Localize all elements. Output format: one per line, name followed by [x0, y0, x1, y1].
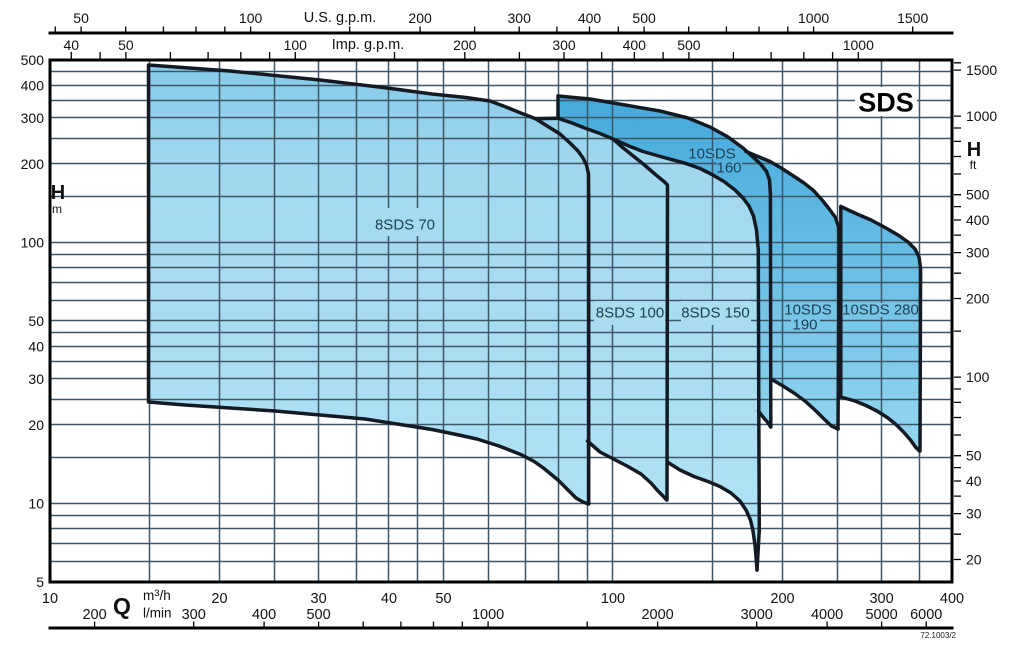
svg-text:500: 500: [677, 37, 701, 53]
svg-text:400: 400: [940, 591, 964, 607]
svg-text:20: 20: [211, 591, 227, 607]
svg-text:10: 10: [42, 591, 58, 607]
svg-text:20: 20: [28, 417, 44, 433]
svg-text:400: 400: [21, 77, 45, 93]
svg-text:Imp. g.p.m.: Imp. g.p.m.: [332, 37, 405, 53]
svg-text:H: H: [51, 182, 65, 204]
svg-text:500: 500: [21, 52, 45, 68]
svg-text:10: 10: [28, 495, 44, 511]
svg-text:40: 40: [381, 591, 397, 607]
svg-text:H: H: [967, 139, 981, 161]
svg-text:400: 400: [966, 212, 990, 228]
svg-text:5: 5: [36, 574, 44, 590]
svg-text:m: m: [52, 202, 62, 216]
svg-text:m3/h: m3/h: [143, 588, 171, 603]
svg-text:50: 50: [28, 313, 44, 329]
svg-text:300: 300: [182, 607, 206, 623]
svg-text:500: 500: [306, 607, 330, 623]
svg-text:10SDS: 10SDS: [784, 302, 832, 319]
svg-text:Q: Q: [113, 593, 131, 619]
svg-text:200: 200: [453, 37, 477, 53]
svg-text:100: 100: [239, 10, 263, 26]
svg-text:500: 500: [632, 10, 656, 26]
svg-text:50: 50: [966, 448, 982, 464]
svg-text:1500: 1500: [966, 62, 997, 78]
svg-text:300: 300: [869, 591, 893, 607]
svg-text:8SDS 70: 8SDS 70: [375, 217, 435, 234]
svg-text:40: 40: [966, 473, 982, 489]
svg-text:l/min: l/min: [143, 606, 172, 621]
svg-text:400: 400: [578, 10, 602, 26]
svg-text:50: 50: [435, 591, 451, 607]
svg-text:300: 300: [966, 245, 990, 261]
svg-text:100: 100: [284, 37, 308, 53]
svg-text:3000: 3000: [741, 607, 773, 623]
svg-text:2000: 2000: [641, 607, 673, 623]
svg-text:SDS: SDS: [858, 88, 914, 118]
svg-text:72.1003/2: 72.1003/2: [920, 631, 956, 640]
svg-text:ft: ft: [970, 158, 977, 172]
svg-text:160: 160: [716, 160, 741, 177]
svg-text:1000: 1000: [472, 607, 504, 623]
svg-text:10SDS 280: 10SDS 280: [842, 302, 919, 319]
svg-text:1000: 1000: [798, 10, 829, 26]
svg-text:100: 100: [966, 369, 990, 385]
svg-text:200: 200: [21, 156, 45, 172]
svg-text:40: 40: [64, 37, 80, 53]
svg-text:400: 400: [623, 37, 647, 53]
svg-text:100: 100: [21, 234, 45, 250]
svg-text:1000: 1000: [966, 108, 997, 124]
svg-text:200: 200: [408, 10, 432, 26]
svg-text:300: 300: [552, 37, 576, 53]
svg-text:200: 200: [966, 291, 990, 307]
svg-text:U.S. g.p.m.: U.S. g.p.m.: [304, 10, 377, 26]
svg-text:300: 300: [508, 10, 532, 26]
svg-text:5000: 5000: [865, 607, 897, 623]
svg-text:200: 200: [82, 607, 106, 623]
svg-text:200: 200: [770, 591, 794, 607]
svg-text:30: 30: [311, 591, 327, 607]
svg-text:30: 30: [966, 506, 982, 522]
svg-text:8SDS 100: 8SDS 100: [596, 305, 664, 322]
svg-text:6000: 6000: [910, 607, 942, 623]
svg-text:30: 30: [28, 371, 44, 387]
svg-text:8SDS 150: 8SDS 150: [681, 305, 749, 322]
svg-text:10SDS: 10SDS: [688, 146, 736, 163]
svg-text:100: 100: [601, 591, 625, 607]
svg-text:1500: 1500: [897, 10, 928, 26]
svg-text:40: 40: [28, 338, 44, 354]
svg-text:500: 500: [966, 187, 990, 203]
svg-text:300: 300: [21, 110, 45, 126]
svg-text:1000: 1000: [843, 37, 874, 53]
svg-text:190: 190: [792, 317, 817, 334]
svg-text:50: 50: [73, 10, 89, 26]
svg-text:50: 50: [118, 37, 134, 53]
svg-text:4000: 4000: [811, 607, 843, 623]
svg-text:20: 20: [966, 552, 982, 568]
svg-text:400: 400: [252, 607, 276, 623]
